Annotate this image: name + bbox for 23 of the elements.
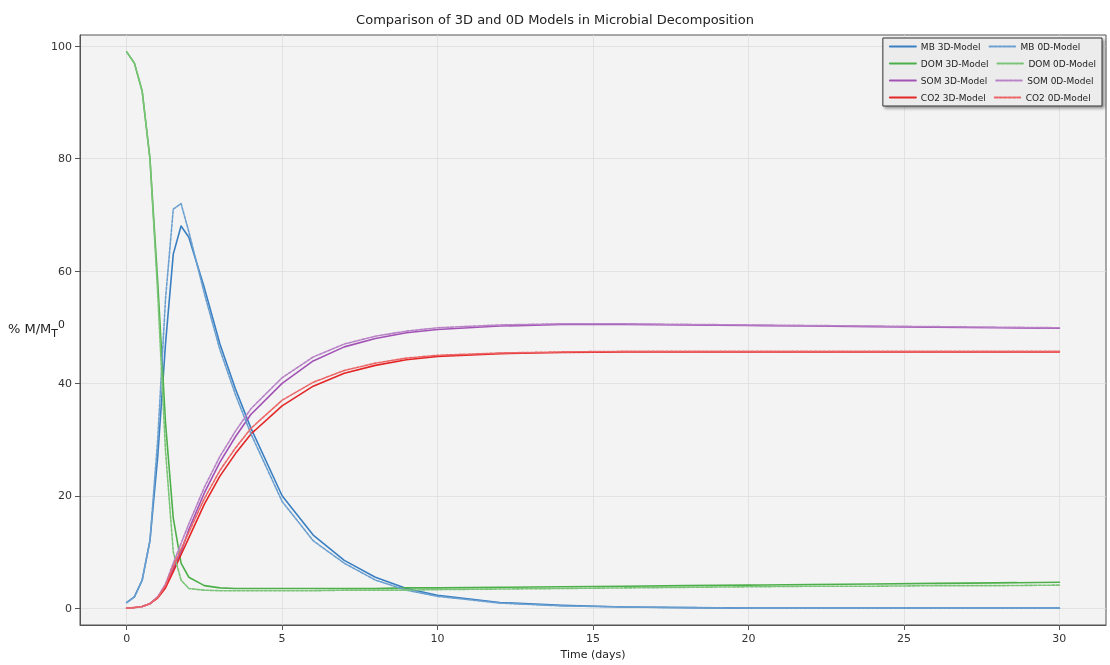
legend-label: DOM 3D-Model (920, 58, 989, 69)
legend-label: DOM 0D-Model (1028, 58, 1097, 69)
y-tick-label: 60 (58, 264, 72, 278)
legend-label: MB 3D-Model (920, 41, 981, 52)
x-tick-label: 30 (1052, 632, 1067, 645)
x-tick-label: 10 (430, 632, 445, 645)
x-tick-label: 15 (586, 632, 600, 645)
chart-title: Comparison of 3D and 0D Models in Microbial Decomposition (356, 12, 754, 27)
x-axis-title: Time (days) (559, 647, 626, 661)
legend-label: SOM 0D-Model (1027, 75, 1094, 86)
legend-label: CO2 0D-Model (1025, 92, 1091, 103)
legend-label: MB 0D-Model (1020, 41, 1081, 52)
legend-label: SOM 3D-Model (920, 75, 988, 86)
y-tick-label: 40 (58, 376, 72, 390)
y-tick-label: 80 (58, 152, 72, 166)
x-tick-label: 5 (278, 632, 286, 645)
x-tick-label: 0 (123, 632, 131, 645)
legend-label: CO2 3D-Model (920, 92, 986, 103)
y-tick-label: 20 (58, 489, 72, 503)
x-tick-label: 20 (741, 632, 756, 645)
x-tick-label: 25 (896, 632, 911, 645)
y-tick-label: 100 (51, 39, 72, 53)
y-tick-label: 0 (65, 601, 72, 615)
